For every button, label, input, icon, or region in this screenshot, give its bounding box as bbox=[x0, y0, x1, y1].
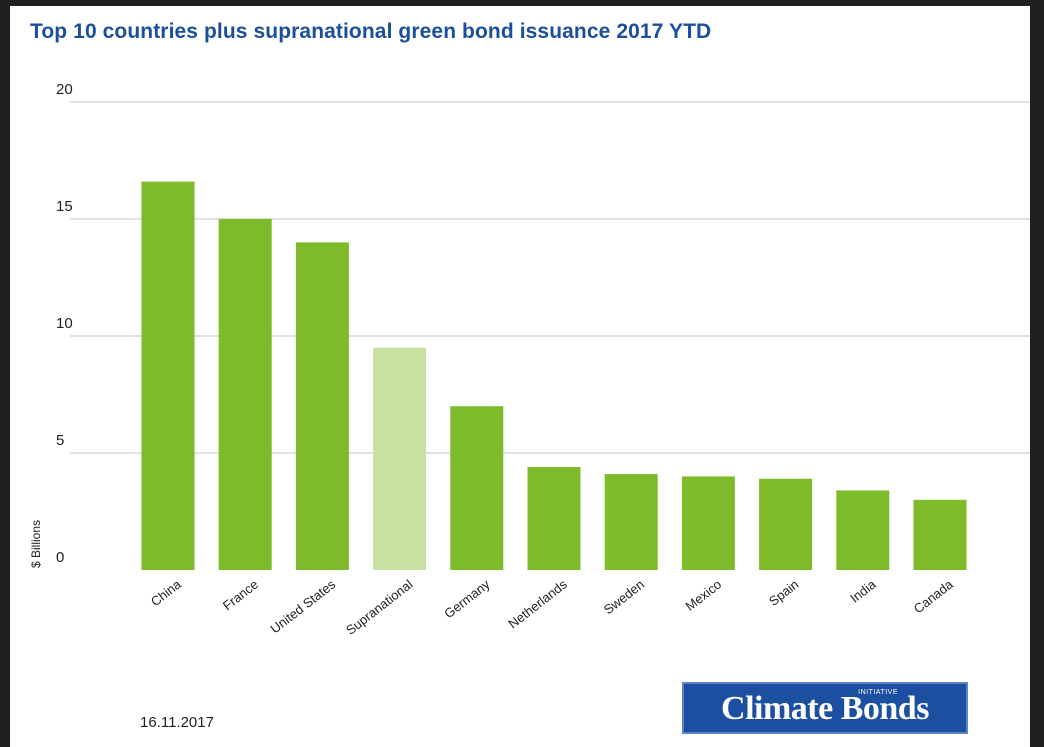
bar-sweden bbox=[604, 474, 658, 570]
logo-text: Climate Bonds bbox=[721, 690, 929, 727]
y-axis-label: $ Billions bbox=[29, 520, 43, 568]
logo-subtitle: INITIATIVE bbox=[858, 689, 898, 696]
x-tick-label: China bbox=[148, 576, 185, 609]
date-label: 16.11.2017 bbox=[140, 714, 214, 731]
y-tick-label: 5 bbox=[56, 432, 64, 449]
x-tick-label: Germany bbox=[441, 576, 493, 621]
gridlines bbox=[70, 101, 1030, 454]
x-tick-label: Canada bbox=[911, 576, 957, 616]
bar-germany bbox=[450, 406, 504, 570]
y-tick-label: 0 bbox=[56, 549, 64, 566]
x-tick-label: Supranational bbox=[343, 576, 416, 637]
bar-united-states bbox=[295, 242, 349, 570]
y-tick-label: 10 bbox=[56, 315, 73, 332]
y-tick-labels: 0 5 10 15 20 bbox=[56, 81, 73, 566]
bar-netherlands bbox=[527, 467, 581, 570]
bar-chart: 0 5 10 15 20 China France United States Suprana… bbox=[29, 81, 1030, 638]
x-tick-labels: China France United States Supranational Ger… bbox=[148, 576, 957, 638]
y-tick-label: 15 bbox=[56, 198, 73, 215]
bar-canada bbox=[913, 499, 967, 570]
x-tick-label: Mexico bbox=[683, 577, 725, 614]
x-tick-label: Sweden bbox=[601, 577, 647, 618]
bar-france bbox=[218, 219, 272, 570]
bar-mexico bbox=[681, 476, 735, 570]
x-tick-label: India bbox=[847, 576, 879, 606]
bar-supranational bbox=[373, 347, 427, 570]
bar-spain bbox=[759, 478, 813, 570]
bar-china bbox=[141, 181, 195, 570]
climate-bonds-logo: INITIATIVE Climate Bonds bbox=[682, 682, 968, 734]
x-tick-label: United States bbox=[268, 576, 339, 636]
bar-india bbox=[836, 490, 890, 570]
x-tick-label: Netherlands bbox=[505, 576, 570, 631]
chart-frame: Top 10 countries plus supranational gree… bbox=[10, 6, 1030, 747]
bars bbox=[141, 181, 967, 570]
y-tick-label: 20 bbox=[56, 81, 73, 98]
x-tick-label: France bbox=[220, 577, 261, 614]
x-tick-label: Spain bbox=[766, 577, 801, 609]
chart-title: Top 10 countries plus supranational gree… bbox=[30, 20, 712, 43]
